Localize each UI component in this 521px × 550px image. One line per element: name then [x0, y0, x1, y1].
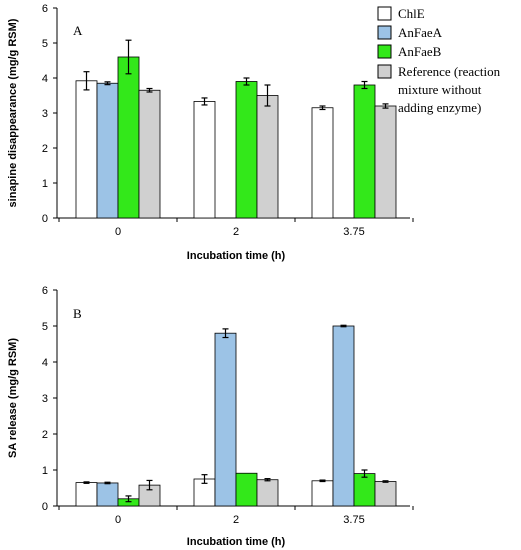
chart-panel-a: 0 1 2 3 4 5 6 0 2 3.75 A Incubation time (h) sinapin… [7, 3, 414, 262]
x-tick-label: 2 [233, 514, 239, 526]
bar [374, 105, 397, 219]
y-tick-label: 5 [42, 38, 48, 50]
bar [332, 325, 355, 507]
legend-label: ChlE [398, 6, 425, 21]
y-axis-label: sinapine disappearance (mg/g RSM) [7, 18, 19, 207]
legend-label: Reference (reaction [398, 64, 501, 79]
y-tick-label: 5 [42, 321, 48, 333]
bar [75, 482, 98, 507]
y-tick-label: 3 [42, 393, 48, 405]
bar [75, 80, 98, 219]
x-tick-label: 3.75 [343, 226, 364, 238]
x-axis-label: Incubation time (h) [187, 250, 286, 262]
bar [214, 332, 237, 507]
legend-swatch [377, 44, 392, 59]
y-axis-label: SA release (mg/g RSM) [7, 338, 19, 458]
y-tick-label: 1 [42, 178, 48, 190]
y-tick-label: 0 [42, 213, 48, 225]
bar [311, 480, 334, 507]
legend-label: adding enzyme) [398, 100, 481, 115]
y-tick-label: 1 [42, 465, 48, 477]
legend-swatch [377, 6, 392, 21]
legend-label: AnFaeB [398, 44, 442, 59]
y-tick-label: 6 [42, 285, 48, 297]
legend-swatch [377, 64, 392, 79]
bar [311, 107, 334, 219]
legend-swatch [377, 25, 392, 40]
panel-label: B [73, 306, 82, 321]
x-axis-label: Incubation time (h) [187, 536, 286, 548]
y-tick-label: 6 [42, 3, 48, 15]
bar [117, 56, 140, 219]
bar [193, 101, 216, 219]
y-tick-label: 4 [42, 73, 48, 85]
bar [235, 472, 258, 507]
x-tick-label: 0 [115, 514, 121, 526]
bar [138, 89, 161, 219]
legend: ChlE AnFaeA AnFaeB Reference (reaction mixtu… [377, 6, 501, 115]
y-tick-label: 0 [42, 501, 48, 513]
x-tick-label: 3.75 [343, 514, 364, 526]
bar [256, 479, 279, 507]
panel-label: A [73, 23, 83, 38]
bar [96, 82, 119, 219]
bar [353, 473, 376, 507]
legend-label: mixture without [398, 82, 482, 97]
legend-label: AnFaeA [398, 25, 443, 40]
bar [256, 95, 279, 219]
y-tick-label: 2 [42, 143, 48, 155]
bar [374, 481, 397, 507]
chart-panel-b: 0 1 2 3 4 5 6 0 2 3.75 B Incubation time (h) SA rele… [7, 285, 414, 548]
y-tick-label: 3 [42, 108, 48, 120]
bar [235, 81, 258, 219]
bar [96, 482, 119, 507]
y-tick-label: 4 [42, 357, 48, 369]
y-tick-label: 2 [42, 429, 48, 441]
x-tick-label: 0 [115, 226, 121, 238]
bar [353, 84, 376, 219]
x-tick-label: 2 [233, 226, 239, 238]
